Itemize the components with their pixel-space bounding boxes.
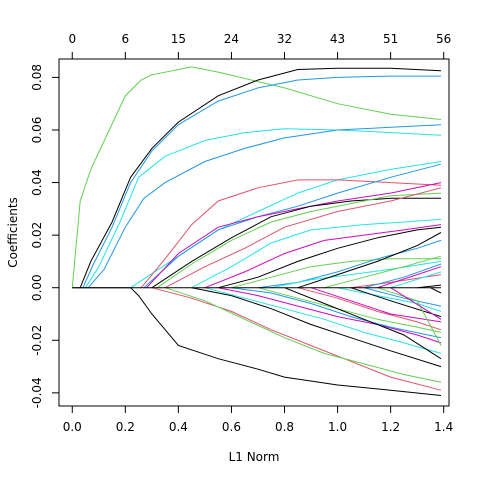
coefficient-path-25 (390, 271, 442, 289)
coefficient-path-24 (377, 266, 442, 289)
coefficient-path-4 (85, 128, 442, 288)
x-axis: 0.0 0.2 0.4 0.6 0.8 1.0 1.2 1.4 (63, 405, 453, 434)
coefficient-path-11 (151, 197, 441, 289)
coefficient-path-36 (310, 287, 442, 323)
coefficient-path-30 (204, 287, 442, 354)
coefficient-path-27 (151, 287, 442, 391)
x-tick-label: 0.4 (169, 420, 188, 434)
x-tick-label: 1.4 (434, 420, 453, 434)
coefficient-path-40 (377, 287, 442, 346)
coefficient-path-33 (257, 287, 442, 333)
coefficient-path-5 (87, 124, 442, 289)
coefficient-path-39 (363, 287, 442, 307)
coefficient-path-21 (324, 255, 442, 289)
top-tick-label: 56 (436, 32, 451, 46)
coefficient-path-35 (297, 287, 442, 331)
top-axis-nonzero-count: 0 6 15 24 32 43 51 56 (68, 32, 451, 60)
y-tick-label: 0.08 (30, 64, 44, 91)
top-tick-label: 15 (171, 32, 186, 46)
coefficient-path-6 (72, 287, 442, 396)
top-tick-label: 43 (330, 32, 345, 46)
y-tick-label: 0.06 (30, 117, 44, 144)
top-tick-label: 51 (383, 32, 398, 46)
coefficient-path-23 (363, 263, 442, 289)
coefficient-path-29 (191, 287, 442, 368)
coefficient-path-31 (218, 287, 442, 344)
y-tick-label: 0.00 (30, 274, 44, 301)
x-tick-label: 1.0 (328, 420, 347, 434)
coefficient-path-10 (146, 182, 442, 289)
coefficient-path-20 (297, 232, 442, 289)
x-tick-label: 0.2 (116, 420, 135, 434)
y-tick-label: -0.02 (30, 325, 44, 356)
coefficient-path-32 (231, 287, 442, 339)
coefficient-paths (71, 66, 442, 396)
x-tick-label: 1.2 (381, 420, 400, 434)
coefficient-path-37 (337, 287, 442, 312)
coefficient-path-28 (164, 287, 442, 383)
top-tick-label: 32 (277, 32, 292, 46)
coefficient-path-15 (204, 224, 442, 289)
top-tick-label: 24 (224, 32, 239, 46)
top-tick-label: 6 (122, 32, 130, 46)
x-tick-label: 0.8 (275, 420, 294, 434)
coefficient-path-3 (82, 75, 441, 288)
top-tick-label: 0 (68, 32, 76, 46)
coefficient-path-2 (79, 67, 442, 288)
y-tick-label: 0.04 (30, 169, 44, 196)
x-tick-label: 0.6 (222, 420, 241, 434)
coefficient-path-17 (231, 258, 441, 289)
coefficient-path-12 (156, 192, 442, 289)
coefficient-path-42 (430, 287, 442, 294)
coefficient-path-9 (143, 163, 442, 289)
coefficient-path-41 (390, 287, 442, 320)
x-axis-title: L1 Norm (229, 450, 280, 464)
coefficient-path-1 (71, 66, 442, 288)
y-axis-title: Coefficients (6, 197, 20, 268)
coefficient-path-19 (271, 260, 442, 289)
coefficient-path-13 (164, 187, 442, 289)
coefficient-path-16 (218, 226, 442, 289)
coefficient-path-34 (284, 287, 442, 360)
y-axis: -0.04 -0.02 0.00 0.02 0.04 0.06 0.08 (30, 64, 60, 408)
y-tick-label: 0.02 (30, 222, 44, 249)
y-tick-label: -0.04 (30, 377, 44, 408)
coefficient-path-38 (350, 287, 442, 318)
coefficient-path-8 (140, 179, 442, 289)
x-tick-label: 0.0 (63, 420, 82, 434)
coefficient-path-14 (191, 218, 442, 289)
plot-frame (58, 58, 450, 407)
